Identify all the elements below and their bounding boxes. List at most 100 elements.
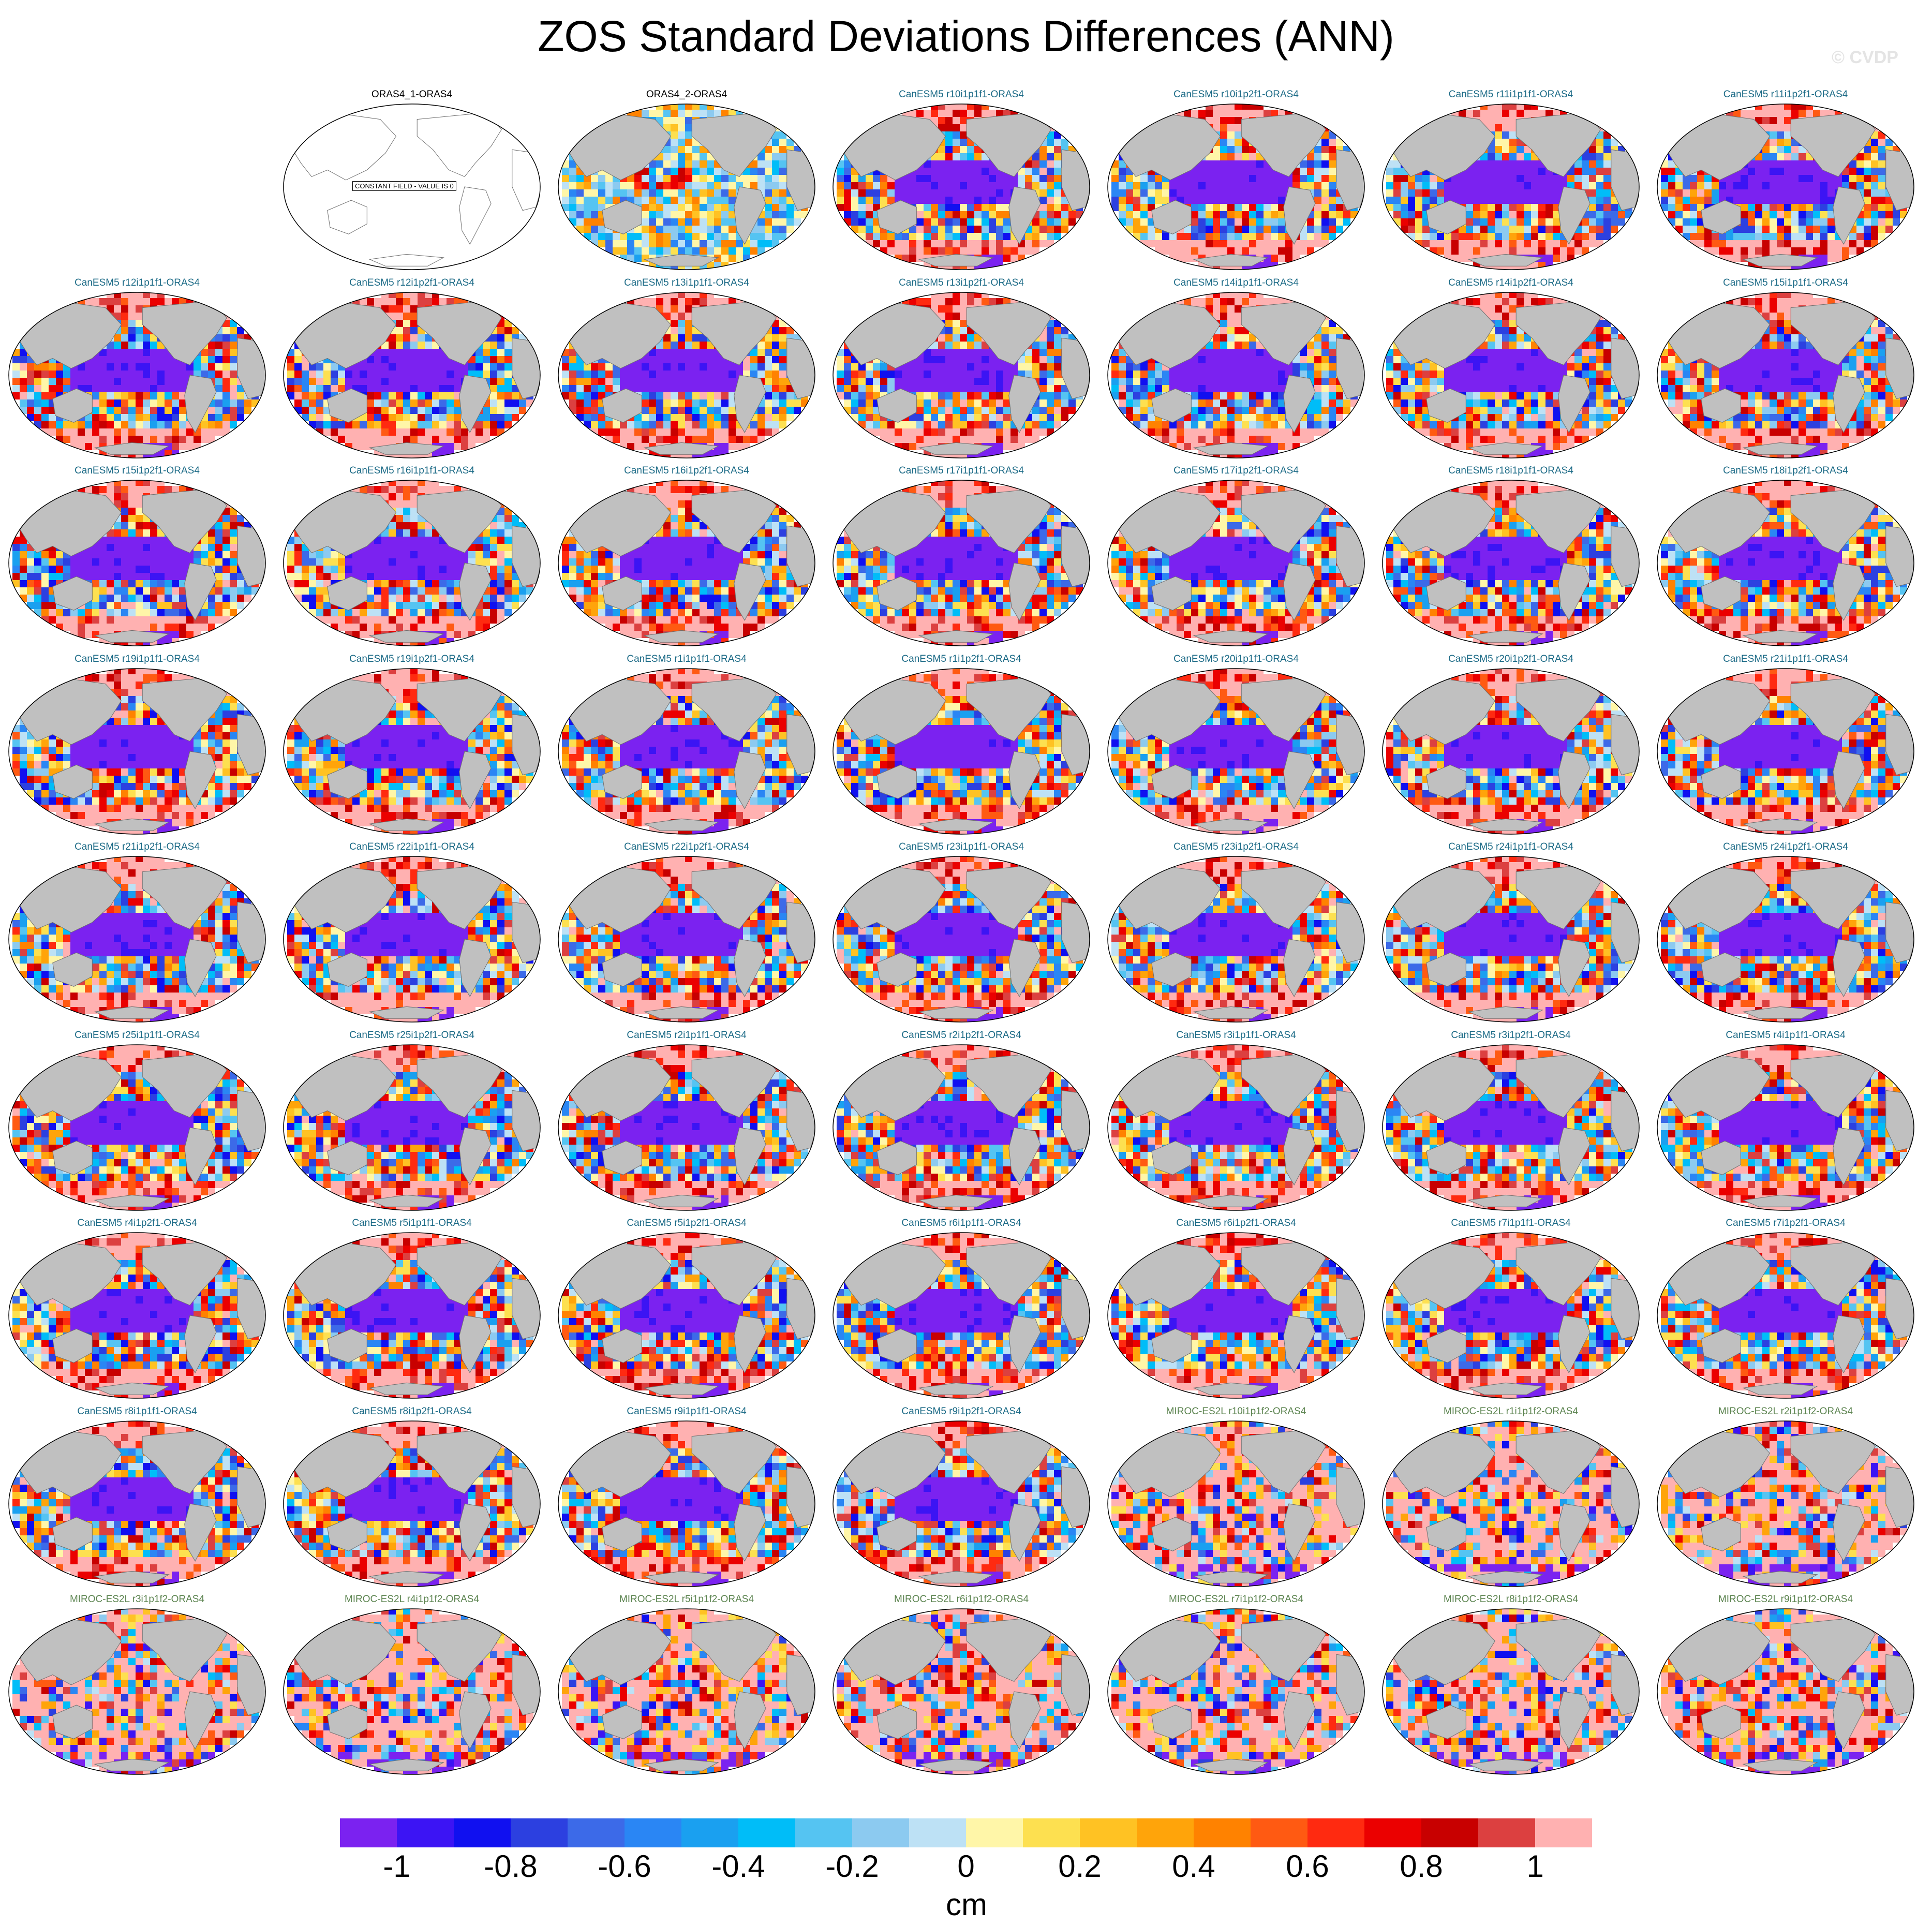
global-map bbox=[283, 1420, 541, 1587]
panel-title: MIROC-ES2L r9i1p1f2-ORAS4 bbox=[1654, 1594, 1918, 1605]
map-panel: MIROC-ES2L r2i1p1f2-ORAS4 bbox=[1654, 1406, 1918, 1592]
map-panel: MIROC-ES2L r1i1p1f2-ORAS4 bbox=[1379, 1406, 1643, 1592]
global-map bbox=[8, 291, 266, 458]
map-panel: MIROC-ES2L r6i1p1f2-ORAS4 bbox=[829, 1594, 1093, 1780]
colorbar-swatch bbox=[625, 1818, 682, 1847]
map-panel: MIROC-ES2L r10i1p1f2-ORAS4 bbox=[1104, 1406, 1368, 1592]
panel-title: CanESM5 r20i1p1f1-ORAS4 bbox=[1104, 654, 1368, 665]
colorbar-swatch bbox=[1251, 1818, 1308, 1847]
panel-title: MIROC-ES2L r1i1p1f2-ORAS4 bbox=[1379, 1406, 1643, 1417]
map-panel: CanESM5 r1i1p1f1-ORAS4 bbox=[555, 654, 819, 840]
panel-title: CanESM5 r9i1p1f1-ORAS4 bbox=[555, 1406, 819, 1417]
panel-title: CanESM5 r22i1p2f1-ORAS4 bbox=[555, 841, 819, 853]
colorbar bbox=[340, 1818, 1592, 1847]
map-panel: CanESM5 r1i1p2f1-ORAS4 bbox=[829, 654, 1093, 840]
global-map bbox=[1382, 1232, 1640, 1399]
panel-title: CanESM5 r6i1p1f1-ORAS4 bbox=[829, 1218, 1093, 1229]
map-panel: ORAS4_2-ORAS4 bbox=[555, 89, 819, 275]
credit-label: © CVDP bbox=[1832, 48, 1898, 68]
panel-title: CanESM5 r11i1p1f1-ORAS4 bbox=[1379, 89, 1643, 100]
map-panel: CanESM5 r20i1p2f1-ORAS4 bbox=[1379, 654, 1643, 840]
panel-title: CanESM5 r24i1p1f1-ORAS4 bbox=[1379, 841, 1643, 853]
map-panel: CanESM5 r2i1p1f1-ORAS4 bbox=[555, 1030, 819, 1216]
panel-title: CanESM5 r9i1p2f1-ORAS4 bbox=[829, 1406, 1093, 1417]
map-panel: CanESM5 r19i1p1f1-ORAS4 bbox=[5, 654, 269, 840]
panel-title: ORAS4_2-ORAS4 bbox=[555, 89, 819, 100]
map-panel: CanESM5 r20i1p1f1-ORAS4 bbox=[1104, 654, 1368, 840]
global-map bbox=[1657, 1232, 1914, 1399]
global-map bbox=[833, 856, 1090, 1023]
panel-title: MIROC-ES2L r10i1p1f2-ORAS4 bbox=[1104, 1406, 1368, 1417]
global-map bbox=[558, 480, 815, 646]
map-panel: CanESM5 r17i1p1f1-ORAS4 bbox=[829, 465, 1093, 651]
panel-title: MIROC-ES2L r5i1p1f2-ORAS4 bbox=[555, 1594, 819, 1605]
global-map bbox=[833, 1232, 1090, 1399]
panel-title: CanESM5 r13i1p1f1-ORAS4 bbox=[555, 277, 819, 289]
global-map bbox=[1107, 1232, 1365, 1399]
panel-title: CanESM5 r15i1p2f1-ORAS4 bbox=[5, 465, 269, 477]
panel-title: CanESM5 r6i1p2f1-ORAS4 bbox=[1104, 1218, 1368, 1229]
global-map bbox=[558, 1420, 815, 1587]
global-map bbox=[283, 480, 541, 646]
panel-title: CanESM5 r17i1p1f1-ORAS4 bbox=[829, 465, 1093, 477]
panel-title: CanESM5 r19i1p1f1-ORAS4 bbox=[5, 654, 269, 665]
colorbar-swatch bbox=[1478, 1818, 1536, 1847]
panel-title: CanESM5 r5i1p2f1-ORAS4 bbox=[555, 1218, 819, 1229]
global-map bbox=[1382, 1044, 1640, 1211]
colorbar-swatch bbox=[738, 1818, 796, 1847]
map-panel: CanESM5 r24i1p2f1-ORAS4 bbox=[1654, 841, 1918, 1028]
colorbar-swatch bbox=[1080, 1818, 1137, 1847]
panel-title: CanESM5 r8i1p1f1-ORAS4 bbox=[5, 1406, 269, 1417]
map-panel: CanESM5 r8i1p2f1-ORAS4 bbox=[280, 1406, 544, 1592]
map-panel: CanESM5 r17i1p2f1-ORAS4 bbox=[1104, 465, 1368, 651]
global-map bbox=[1382, 668, 1640, 835]
global-map bbox=[283, 668, 541, 835]
colorbar-swatch bbox=[795, 1818, 853, 1847]
panel-title: CanESM5 r24i1p2f1-ORAS4 bbox=[1654, 841, 1918, 853]
map-panel: CanESM5 r21i1p1f1-ORAS4 bbox=[1654, 654, 1918, 840]
global-map bbox=[283, 1232, 541, 1399]
colorbar-tick-label: -0.6 bbox=[598, 1848, 651, 1884]
colorbar-swatch bbox=[1307, 1818, 1365, 1847]
panel-title: MIROC-ES2L r8i1p1f2-ORAS4 bbox=[1379, 1594, 1643, 1605]
map-panel: CanESM5 r9i1p2f1-ORAS4 bbox=[829, 1406, 1093, 1592]
colorbar-units-label: cm bbox=[946, 1887, 987, 1922]
colorbar-swatch bbox=[1194, 1818, 1251, 1847]
global-map bbox=[283, 1044, 541, 1211]
colorbar-swatch bbox=[1023, 1818, 1080, 1847]
map-panel: MIROC-ES2L r8i1p1f2-ORAS4 bbox=[1379, 1594, 1643, 1780]
global-map bbox=[1657, 480, 1914, 646]
panel-title: CanESM5 r13i1p2f1-ORAS4 bbox=[829, 277, 1093, 289]
global-map bbox=[8, 480, 266, 646]
global-map bbox=[1382, 856, 1640, 1023]
map-panel: CanESM5 r9i1p1f1-ORAS4 bbox=[555, 1406, 819, 1592]
map-panel: CanESM5 r19i1p2f1-ORAS4 bbox=[280, 654, 544, 840]
colorbar-swatch bbox=[681, 1818, 739, 1847]
map-panel: CanESM5 r4i1p2f1-ORAS4 bbox=[5, 1218, 269, 1404]
colorbar-tick-label: 0 bbox=[957, 1848, 974, 1884]
global-map bbox=[1657, 291, 1914, 458]
panel-title: ORAS4_1-ORAS4 bbox=[280, 89, 544, 100]
map-panel: CanESM5 r7i1p1f1-ORAS4 bbox=[1379, 1218, 1643, 1404]
global-map bbox=[1107, 668, 1365, 835]
map-panel: CanESM5 r14i1p1f1-ORAS4 bbox=[1104, 277, 1368, 464]
map-panel: CanESM5 r3i1p2f1-ORAS4 bbox=[1379, 1030, 1643, 1216]
panel-title: CanESM5 r3i1p2f1-ORAS4 bbox=[1379, 1030, 1643, 1041]
map-panel: CanESM5 r3i1p1f1-ORAS4 bbox=[1104, 1030, 1368, 1216]
global-map bbox=[1657, 1044, 1914, 1211]
global-map bbox=[833, 1420, 1090, 1587]
colorbar-swatch bbox=[511, 1818, 568, 1847]
panel-title: CanESM5 r7i1p1f1-ORAS4 bbox=[1379, 1218, 1643, 1229]
panel-title: CanESM5 r8i1p2f1-ORAS4 bbox=[280, 1406, 544, 1417]
map-panel: ORAS4_1-ORAS4 CONSTANT FIELD - VALUE IS 0 bbox=[280, 89, 544, 275]
global-map bbox=[1657, 1608, 1914, 1775]
global-map bbox=[558, 1608, 815, 1775]
global-map bbox=[558, 856, 815, 1023]
colorbar-swatch bbox=[966, 1818, 1023, 1847]
map-panel: CanESM5 r21i1p2f1-ORAS4 bbox=[5, 841, 269, 1028]
map-panel: CanESM5 r6i1p2f1-ORAS4 bbox=[1104, 1218, 1368, 1404]
global-map bbox=[1382, 103, 1640, 270]
panel-title: CanESM5 r2i1p2f1-ORAS4 bbox=[829, 1030, 1093, 1041]
panel-title: CanESM5 r11i1p2f1-ORAS4 bbox=[1654, 89, 1918, 100]
constant-field-label: CONSTANT FIELD - VALUE IS 0 bbox=[352, 181, 456, 191]
